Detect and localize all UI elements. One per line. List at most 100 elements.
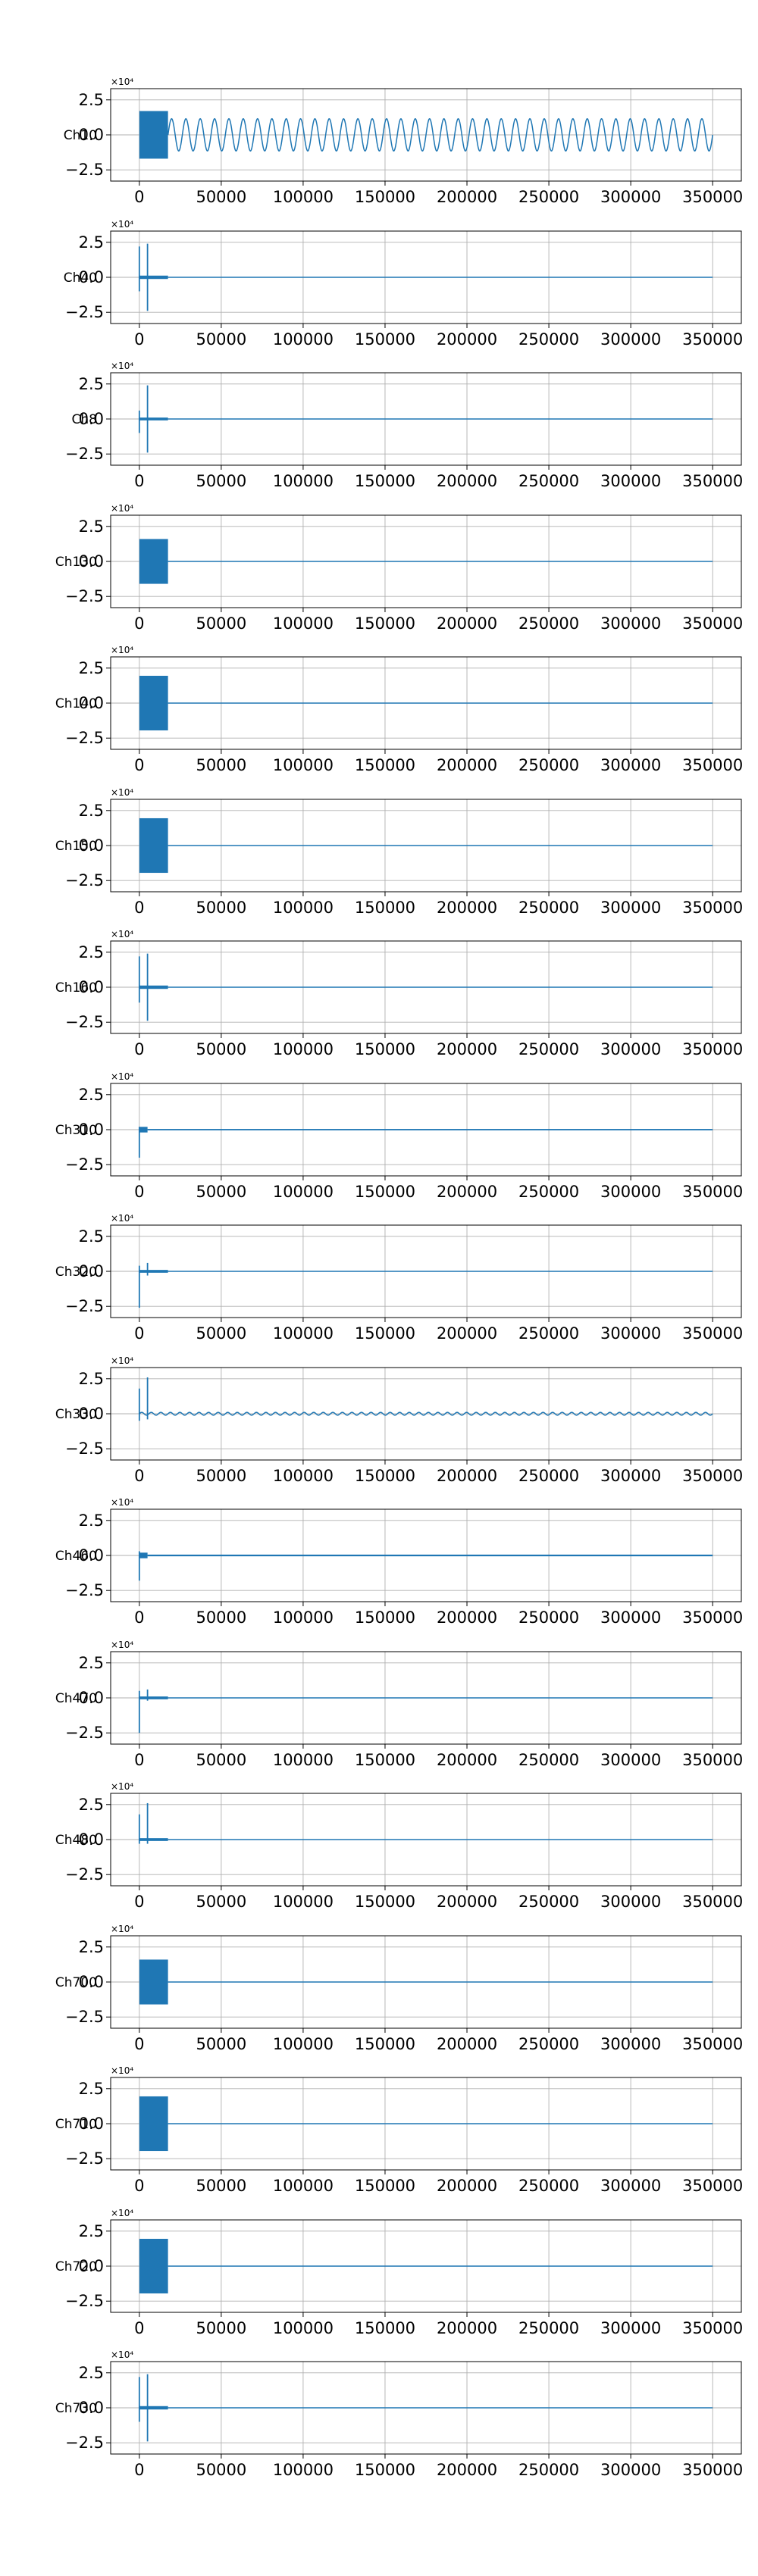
y-tick-label: 0.0 [79, 2399, 104, 2417]
data-band [139, 2238, 168, 2294]
x-tick-label: 100000 [273, 2319, 334, 2337]
subplot-ch730: 0 50000 100000 150000 200000 250000 300000 3500… [55, 2349, 743, 2479]
x-tick-label: 250000 [518, 1608, 579, 1627]
x-tick-label: 200000 [437, 2461, 497, 2479]
data-sine [167, 117, 713, 152]
y-tick-label: 0.0 [79, 1689, 104, 1707]
x-tick-label: 50000 [196, 1324, 246, 1343]
x-tick-label: 300000 [600, 188, 661, 206]
x-tick-label: 0 [134, 330, 144, 349]
data-band [139, 417, 168, 420]
x-tick-label: 300000 [600, 330, 661, 349]
y-tick-label: −2.5 [65, 871, 104, 889]
x-tick-label: 250000 [518, 1183, 579, 1201]
x-tick-label: 350000 [682, 2319, 743, 2337]
x-tick-label: 50000 [196, 1467, 246, 1485]
x-tick-label: 250000 [518, 1893, 579, 1911]
x-tick-label: 100000 [273, 1324, 334, 1343]
data-band [147, 1554, 713, 1557]
x-tick-label: 350000 [682, 1324, 743, 1343]
x-tick-label: 350000 [682, 1751, 743, 1769]
x-tick-label: 200000 [437, 614, 497, 633]
x-tick-label: 50000 [196, 2461, 246, 2479]
y-tick-label: 0.0 [79, 2115, 104, 2133]
x-tick-label: 150000 [355, 1324, 415, 1343]
x-tick-label: 350000 [682, 899, 743, 917]
data-band [139, 539, 168, 584]
y-tick-label: 0.0 [79, 1121, 104, 1139]
x-tick-label: 300000 [600, 2461, 661, 2479]
y-scale-offset: ×10⁴ [111, 219, 133, 230]
x-tick-label: 250000 [518, 1751, 579, 1769]
y-axis-label: Ch140 [55, 696, 97, 711]
y-tick-label: 2.5 [79, 1938, 104, 1956]
x-tick-label: 350000 [682, 756, 743, 774]
x-tick-label: 300000 [600, 1751, 661, 1769]
x-tick-label: 0 [134, 1608, 144, 1627]
y-axis-label: Ch330 [55, 1407, 97, 1422]
y-axis-label: Ch480 [55, 1833, 97, 1848]
x-tick-label: 150000 [355, 472, 415, 490]
x-tick-label: 300000 [600, 756, 661, 774]
y-tick-label: 2.5 [79, 1796, 104, 1814]
data-band [139, 2406, 168, 2410]
x-tick-label: 100000 [273, 1183, 334, 1201]
x-tick-label: 200000 [437, 1040, 497, 1058]
x-tick-label: 200000 [437, 2319, 497, 2337]
x-tick-label: 300000 [600, 899, 661, 917]
y-scale-offset: ×10⁴ [111, 645, 133, 655]
x-tick-label: 0 [134, 2035, 144, 2053]
data-band [139, 985, 168, 989]
x-tick-label: 0 [134, 899, 144, 917]
x-tick-label: 300000 [600, 1608, 661, 1627]
x-tick-label: 200000 [437, 472, 497, 490]
y-tick-label: 2.5 [79, 2222, 104, 2240]
subplot-ch700: 0 50000 100000 150000 200000 250000 300000 3500… [55, 1924, 743, 2053]
x-tick-label: 250000 [518, 188, 579, 206]
x-tick-label: 150000 [355, 2035, 415, 2053]
x-tick-label: 350000 [682, 1183, 743, 1201]
x-tick-label: 0 [134, 1893, 144, 1911]
y-tick-label: 2.5 [79, 2364, 104, 2382]
x-tick-label: 100000 [273, 2461, 334, 2479]
x-tick-label: 50000 [196, 188, 246, 206]
subplot-ch720: 0 50000 100000 150000 200000 250000 300000 3500… [55, 2208, 743, 2337]
y-tick-label: 2.5 [79, 517, 104, 536]
x-tick-label: 100000 [273, 472, 334, 490]
x-tick-label: 150000 [355, 2319, 415, 2337]
x-tick-label: 0 [134, 1324, 144, 1343]
x-tick-label: 350000 [682, 1040, 743, 1058]
data-band [139, 2096, 168, 2152]
y-axis-label: Ch160 [55, 980, 97, 996]
subplot-ch480: 0 50000 100000 150000 200000 250000 300000 3500… [55, 1781, 743, 1911]
x-tick-label: 350000 [682, 472, 743, 490]
x-tick-label: 150000 [355, 1040, 415, 1058]
x-tick-label: 200000 [437, 899, 497, 917]
data-band [139, 1959, 168, 2005]
y-tick-label: −2.5 [65, 2008, 104, 2026]
x-tick-label: 0 [134, 756, 144, 774]
subplot-ch320: 0 50000 100000 150000 200000 250000 300000 3500… [55, 1213, 743, 1343]
y-scale-offset: ×10⁴ [111, 503, 133, 514]
x-tick-label: 150000 [355, 756, 415, 774]
x-tick-label: 200000 [437, 2177, 497, 2195]
subplot-ch470: 0 50000 100000 150000 200000 250000 300000 3500… [55, 1640, 743, 1769]
y-tick-label: 0.0 [79, 1546, 104, 1565]
y-axis-label: Ch40 [64, 270, 97, 286]
y-tick-label: 0.0 [79, 1405, 104, 1423]
y-tick-label: 0.0 [79, 1830, 104, 1849]
x-tick-label: 150000 [355, 2177, 415, 2195]
y-scale-offset: ×10⁴ [111, 1355, 133, 1366]
data-band [139, 1696, 168, 1699]
y-tick-label: −2.5 [65, 587, 104, 605]
x-tick-label: 250000 [518, 1467, 579, 1485]
data-band [139, 818, 168, 874]
subplot-ch160: 0 50000 100000 150000 200000 250000 300000 3500… [55, 929, 743, 1058]
x-tick-label: 100000 [273, 1751, 334, 1769]
x-tick-label: 200000 [437, 2035, 497, 2053]
x-tick-label: 0 [134, 1467, 144, 1485]
x-tick-label: 100000 [273, 899, 334, 917]
x-tick-label: 50000 [196, 1751, 246, 1769]
x-tick-label: 200000 [437, 1751, 497, 1769]
x-tick-label: 50000 [196, 756, 246, 774]
